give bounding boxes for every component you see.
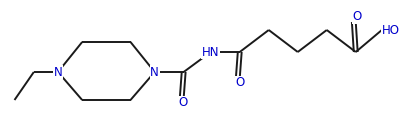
Text: N: N — [150, 66, 159, 78]
Text: HO: HO — [382, 24, 400, 36]
Text: O: O — [178, 96, 187, 109]
Text: O: O — [235, 77, 244, 90]
Text: HN: HN — [202, 45, 219, 59]
Text: O: O — [352, 11, 361, 24]
Text: N: N — [54, 66, 63, 78]
